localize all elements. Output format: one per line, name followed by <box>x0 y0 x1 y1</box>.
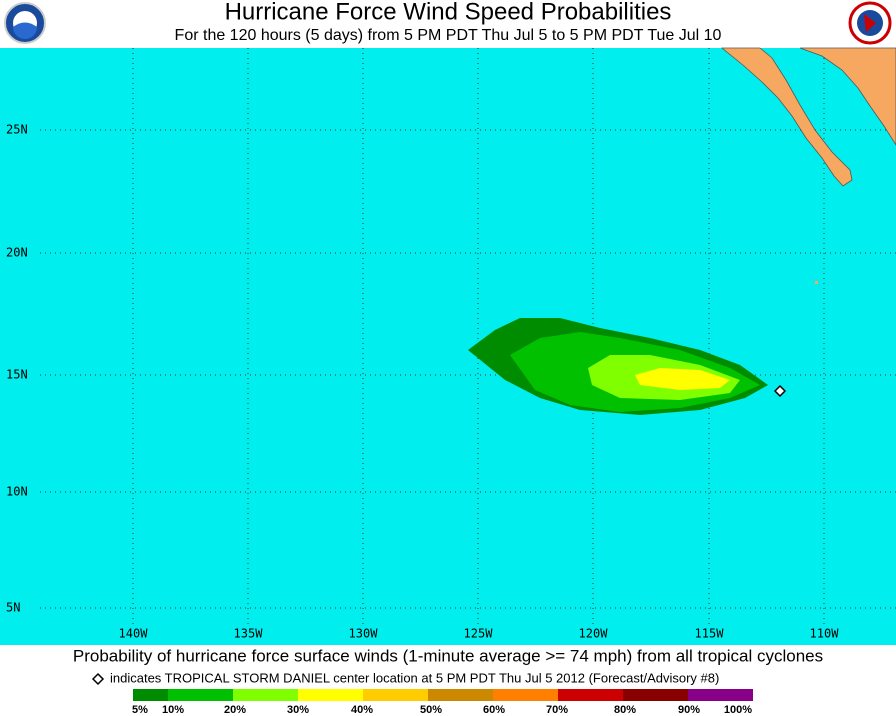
title: Hurricane Force Wind Speed Probabilities <box>225 0 672 25</box>
mainland <box>799 47 896 146</box>
legend-label: 40% <box>351 704 373 716</box>
legend-label: 20% <box>224 704 246 716</box>
subtitle: For the 120 hours (5 days) from 5 PM PDT… <box>175 27 722 44</box>
legend-label: 5% <box>132 704 148 716</box>
lat-label: 25N <box>6 123 28 137</box>
legend-swatch <box>493 689 558 701</box>
legend-swatch <box>233 689 298 701</box>
legend-label: 70% <box>546 704 568 716</box>
legend-label: 80% <box>614 704 636 716</box>
lon-label: 135W <box>234 627 264 641</box>
lon-label: 140W <box>119 627 149 641</box>
legend-swatch <box>168 689 233 701</box>
legend-swatch <box>133 689 168 701</box>
legend-swatch <box>428 689 493 701</box>
ocean <box>0 48 896 645</box>
legend-label: 10% <box>162 704 184 716</box>
legend: 5% 10% 20% 30% 40% 50% 60% 70% 80% 90% 100% <box>132 689 753 716</box>
note-marker <box>91 672 105 686</box>
lat-label: 20N <box>6 246 28 260</box>
noaa-logo <box>4 2 46 44</box>
note: indicates TROPICAL STORM DANIEL center l… <box>110 670 719 685</box>
lat-label: 15N <box>6 368 28 382</box>
nws-logo <box>848 1 892 45</box>
legend-label: 90% <box>678 704 700 716</box>
legend-label: 100% <box>724 704 752 716</box>
legend-swatch <box>558 689 623 701</box>
caption: Probability of hurricane force surface w… <box>73 646 823 665</box>
lon-label: 115W <box>695 627 725 641</box>
legend-swatch <box>363 689 428 701</box>
lat-label: 10N <box>6 485 28 499</box>
legend-label: 60% <box>483 704 505 716</box>
contour-30 <box>635 368 730 390</box>
legend-swatch <box>688 689 753 701</box>
legend-swatch <box>623 689 688 701</box>
lat-label: 5N <box>6 601 20 615</box>
island <box>815 281 818 284</box>
lon-label: 125W <box>464 627 494 641</box>
legend-label: 50% <box>420 704 442 716</box>
probability-contours <box>468 318 768 415</box>
lon-label: 110W <box>810 627 840 641</box>
lon-label: 120W <box>579 627 609 641</box>
storm-center-marker <box>773 384 787 398</box>
legend-swatch <box>298 689 363 701</box>
baja-peninsula <box>720 47 853 187</box>
lon-label: 130W <box>349 627 379 641</box>
legend-label: 30% <box>287 704 309 716</box>
